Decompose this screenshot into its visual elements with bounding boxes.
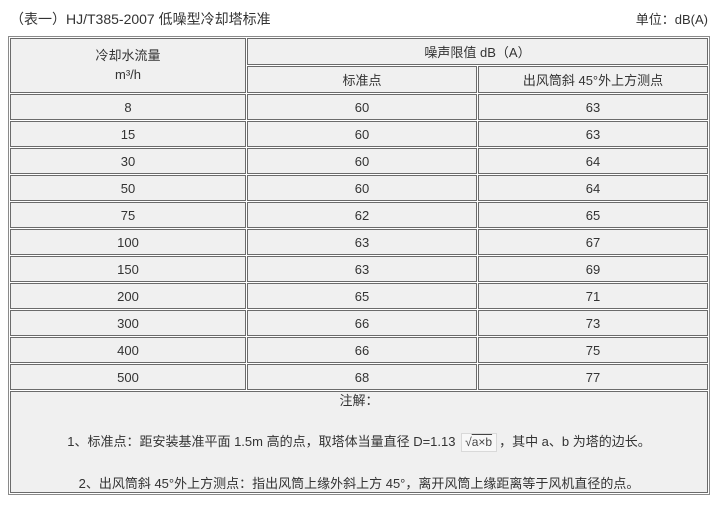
- flow-cell: 100: [10, 229, 246, 255]
- flow-cell: 400: [10, 337, 246, 363]
- outlet-cell: 69: [478, 256, 708, 282]
- note-1-suffix: ，其中 a、b 为塔的边长。: [499, 433, 651, 449]
- header-bar: （表一）HJ/T385-2007 低噪型冷却塔标准 单位：dB(A): [0, 0, 718, 36]
- standard-cell: 60: [247, 175, 477, 201]
- outlet-cell: 63: [478, 121, 708, 147]
- outlet-cell: 77: [478, 364, 708, 390]
- standard-cell: 63: [247, 229, 477, 255]
- standard-cell: 62: [247, 202, 477, 228]
- standard-cell: 60: [247, 148, 477, 174]
- flow-cell: 150: [10, 256, 246, 282]
- flow-cell: 50: [10, 175, 246, 201]
- table-row: 100 63 67: [10, 229, 708, 255]
- flow-column-header: 冷却水流量 m³/h: [10, 38, 246, 93]
- flow-cell: 500: [10, 364, 246, 390]
- unit-label: 单位：dB(A): [635, 12, 708, 27]
- flow-cell: 75: [10, 202, 246, 228]
- flow-header-line2: m³/h: [115, 66, 141, 82]
- note-2: 2、出风筒斜 45°外上方测点：指出风筒上缘外斜上方 45°，离开风筒上缘距离等…: [78, 475, 640, 491]
- notes-row: 注解： 1、标准点：距安装基准平面 1.5m 高的点，取塔体当量直径 D=1.1…: [10, 391, 708, 494]
- flow-cell: 300: [10, 310, 246, 336]
- standard-point-header: 标准点: [247, 66, 477, 93]
- table-row: 30 60 64: [10, 148, 708, 174]
- note-1: 1、标准点：距安装基准平面 1.5m 高的点，取塔体当量直径 D=1.13 √a…: [11, 432, 707, 452]
- table-row: 150 63 69: [10, 256, 708, 282]
- noise-limit-table: 冷却水流量 m³/h 噪声限值 dB（A） 标准点 出风筒斜 45°外上方测点 …: [8, 36, 710, 496]
- outlet-cell: 65: [478, 202, 708, 228]
- outlet-cell: 64: [478, 175, 708, 201]
- outlet-cell: 73: [478, 310, 708, 336]
- table-row: 8 60 63: [10, 94, 708, 120]
- table-body: 8 60 63 15 60 63 30 60 64 50 60 64 75 62…: [10, 94, 708, 390]
- outlet-cell: 63: [478, 94, 708, 120]
- flow-cell: 30: [10, 148, 246, 174]
- notes-cell: 注解： 1、标准点：距安装基准平面 1.5m 高的点，取塔体当量直径 D=1.1…: [10, 391, 708, 494]
- table-row: 400 66 75: [10, 337, 708, 363]
- table-row: 200 65 71: [10, 283, 708, 309]
- table-row: 15 60 63: [10, 121, 708, 147]
- noise-limit-span-header: 噪声限值 dB（A）: [247, 38, 708, 65]
- outlet-cell: 64: [478, 148, 708, 174]
- standard-cell: 66: [247, 337, 477, 363]
- flow-cell: 200: [10, 283, 246, 309]
- outlet-cell: 71: [478, 283, 708, 309]
- outlet-cell: 67: [478, 229, 708, 255]
- sqrt-formula: √a×b: [461, 432, 498, 452]
- standard-cell: 60: [247, 94, 477, 120]
- flow-cell: 8: [10, 94, 246, 120]
- standard-cell: 65: [247, 283, 477, 309]
- standard-cell: 60: [247, 121, 477, 147]
- notes-heading: 注解：: [339, 393, 379, 408]
- table-row: 75 62 65: [10, 202, 708, 228]
- flow-header-line1: 冷却水流量: [95, 47, 161, 63]
- flow-cell: 15: [10, 121, 246, 147]
- table-row: 500 68 77: [10, 364, 708, 390]
- outlet-cell: 75: [478, 337, 708, 363]
- header-row-2: 标准点 出风筒斜 45°外上方测点: [10, 66, 708, 93]
- sqrt-radicand: a×b: [471, 434, 493, 449]
- standard-cell: 68: [247, 364, 477, 390]
- sqrt-symbol: √: [465, 434, 472, 449]
- table-row: 300 66 73: [10, 310, 708, 336]
- outlet-45deg-header: 出风筒斜 45°外上方测点: [478, 66, 708, 93]
- standard-cell: 66: [247, 310, 477, 336]
- standard-cell: 63: [247, 256, 477, 282]
- header-row-1: 冷却水流量 m³/h 噪声限值 dB（A）: [10, 38, 708, 93]
- note-1-text: 1、标准点：距安装基准平面 1.5m 高的点，取塔体当量直径 D=1.13: [67, 433, 456, 449]
- page-title: （表一）HJ/T385-2007 低噪型冷却塔标准: [10, 11, 271, 27]
- table-row: 50 60 64: [10, 175, 708, 201]
